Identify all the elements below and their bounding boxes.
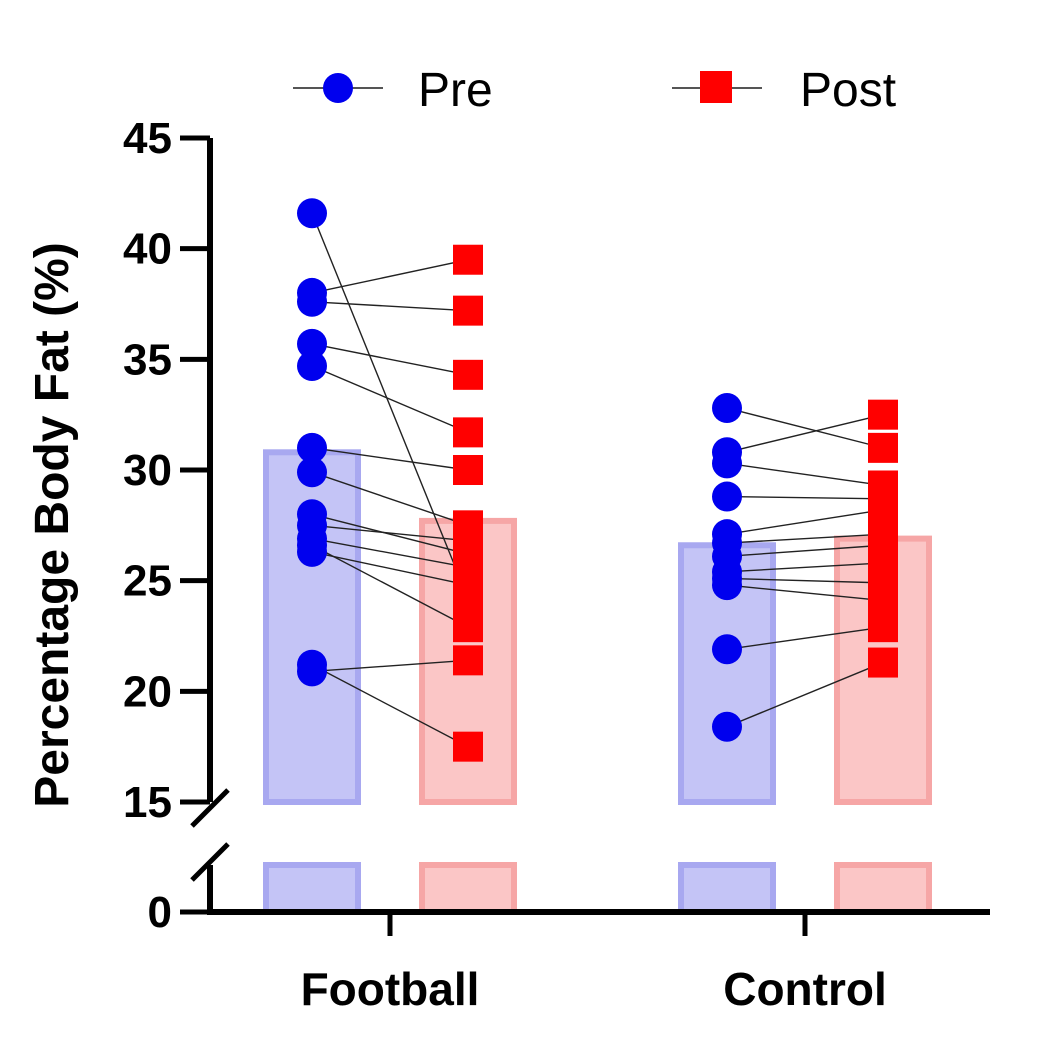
point-post-football-5 bbox=[453, 455, 483, 485]
pair-line-football-3 bbox=[311, 343, 469, 376]
pair-line-control-6 bbox=[726, 544, 884, 558]
pair-line-football-4 bbox=[311, 365, 469, 434]
pair-line-football-9 bbox=[311, 551, 469, 586]
point-pre-football-5 bbox=[297, 432, 327, 463]
y-tick-label-30: 30 bbox=[123, 446, 172, 495]
point-post-control-1 bbox=[868, 399, 898, 430]
y-tick-label-15: 15 bbox=[123, 778, 172, 827]
point-pre-football-0 bbox=[297, 198, 327, 229]
axis-break-mark-lower bbox=[190, 842, 230, 882]
pair-line-control-0 bbox=[726, 407, 884, 449]
pair-line-football-2 bbox=[311, 301, 469, 312]
bar-base-control-pre bbox=[678, 862, 776, 915]
pair-line-football-7 bbox=[311, 524, 469, 542]
legend-pre-label: Pre bbox=[418, 64, 493, 117]
pair-line-control-4 bbox=[726, 509, 884, 535]
point-post-control-11 bbox=[868, 647, 898, 678]
legend-post-label: Post bbox=[800, 64, 896, 117]
point-post-control-9 bbox=[868, 585, 898, 616]
bars bbox=[263, 449, 932, 915]
point-pre-control-3 bbox=[712, 481, 742, 512]
point-post-football-1 bbox=[453, 244, 483, 275]
x-tick-label-football: Football bbox=[301, 963, 480, 1015]
bar-base-football-pre bbox=[263, 862, 361, 915]
axis-break-mark-upper bbox=[190, 788, 230, 828]
pair-line-football-11 bbox=[311, 513, 469, 555]
y-tick-label-45: 45 bbox=[123, 114, 172, 163]
pair-line-control-2 bbox=[726, 462, 884, 487]
pair-line-football-0 bbox=[311, 212, 469, 599]
y-tick-label-25: 25 bbox=[123, 557, 172, 606]
bar-base-control-post bbox=[834, 862, 932, 915]
point-post-football-12 bbox=[453, 612, 483, 643]
pair-line-control-3 bbox=[726, 495, 884, 500]
point-post-football-10 bbox=[453, 645, 483, 676]
point-pre-football-11 bbox=[297, 499, 327, 530]
pair-line-football-8 bbox=[311, 537, 469, 569]
y-tick-label-20: 20 bbox=[123, 667, 172, 716]
pair-line-football-13 bbox=[311, 664, 469, 748]
point-post-football-2 bbox=[453, 295, 483, 326]
point-post-control-0 bbox=[868, 432, 898, 463]
axes: Football Control 0 15 20 25 30 35 40 45 bbox=[123, 114, 990, 1015]
y-tick-label-0: 0 bbox=[148, 888, 172, 937]
pair-line-football-12 bbox=[311, 544, 469, 628]
point-pre-control-0 bbox=[712, 393, 742, 424]
point-pre-football-6 bbox=[297, 457, 327, 488]
pair-line-control-1 bbox=[726, 413, 884, 453]
pair-line-control-8 bbox=[726, 577, 884, 584]
pair-line-football-10 bbox=[311, 659, 469, 673]
point-post-football-9 bbox=[453, 570, 483, 601]
point-pre-football-12 bbox=[297, 530, 327, 561]
point-pre-control-11 bbox=[712, 711, 742, 742]
bar-base-football-post bbox=[419, 862, 517, 915]
point-pre-football-2 bbox=[297, 286, 327, 317]
point-pre-control-2 bbox=[712, 448, 742, 479]
pair-line-football-5 bbox=[311, 447, 469, 471]
pair-line-control-11 bbox=[726, 661, 884, 728]
legend: Pre Post bbox=[293, 64, 896, 117]
point-pre-control-10 bbox=[712, 634, 742, 665]
point-pre-football-13 bbox=[297, 649, 327, 680]
pair-lines bbox=[311, 212, 884, 748]
pair-line-control-10 bbox=[726, 626, 884, 650]
pair-line-control-5 bbox=[726, 533, 884, 544]
y-axis-title: Percentage Body Fat (%) bbox=[26, 242, 79, 807]
pair-line-control-9 bbox=[726, 584, 884, 602]
pair-line-football-1 bbox=[311, 259, 469, 294]
point-post-football-13 bbox=[453, 731, 483, 762]
point-pre-football-4 bbox=[297, 350, 327, 381]
point-pre-control-9 bbox=[712, 570, 742, 601]
x-tick-label-control: Control bbox=[723, 963, 887, 1015]
point-post-football-11 bbox=[453, 539, 483, 570]
y-tick-label-40: 40 bbox=[123, 225, 172, 274]
pair-line-control-7 bbox=[726, 562, 884, 573]
legend-pre-marker bbox=[323, 73, 353, 103]
legend-post-marker bbox=[700, 71, 732, 103]
point-post-football-4 bbox=[453, 417, 483, 448]
point-post-football-3 bbox=[453, 359, 483, 390]
pair-line-football-6 bbox=[311, 471, 469, 526]
y-tick-label-35: 35 bbox=[123, 335, 172, 384]
point-pre-football-3 bbox=[297, 328, 327, 359]
points bbox=[297, 198, 898, 762]
point-post-control-10 bbox=[868, 612, 898, 643]
